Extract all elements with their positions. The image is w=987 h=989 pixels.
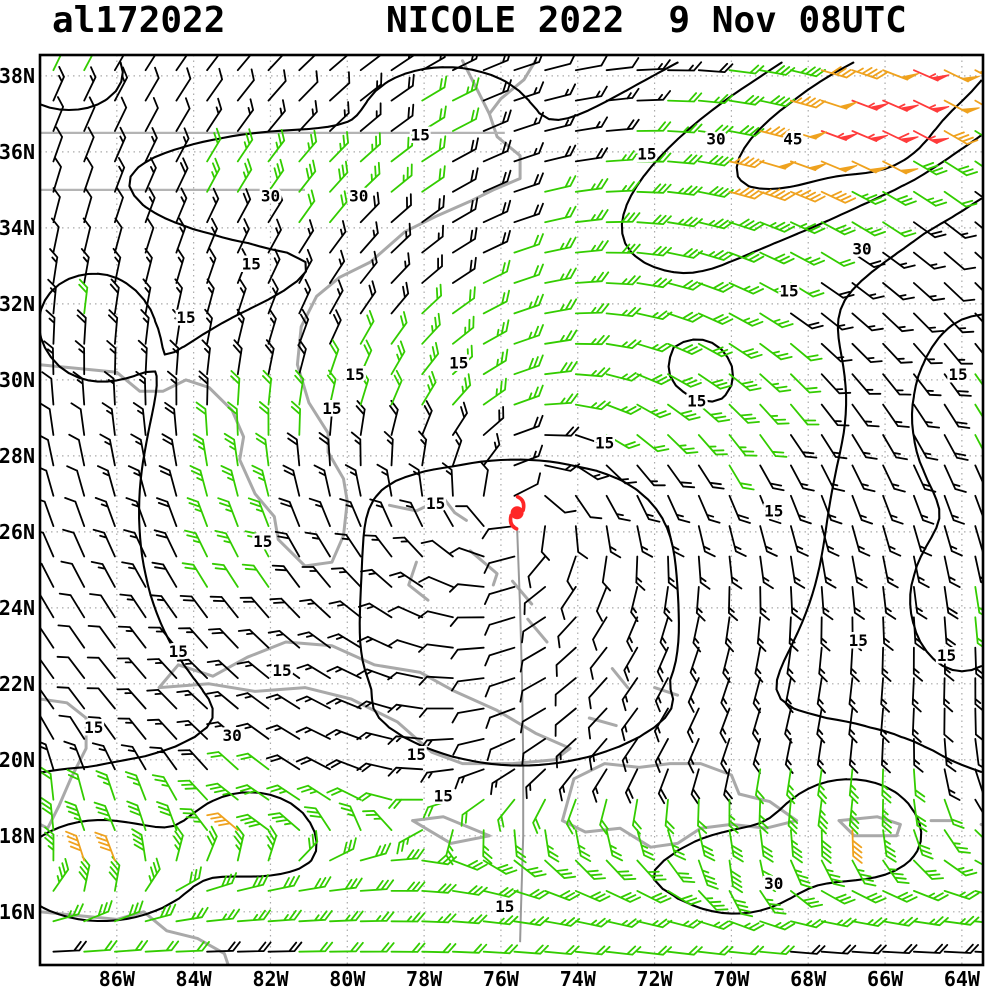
- svg-text:15: 15: [253, 532, 272, 551]
- svg-text:24N: 24N: [0, 596, 35, 620]
- svg-text:15: 15: [169, 642, 188, 661]
- storm-name-label: NICOLE 2022: [386, 0, 625, 41]
- svg-text:78W: 78W: [406, 967, 443, 989]
- storm-id-label: al172022: [52, 0, 226, 41]
- svg-text:80W: 80W: [329, 967, 366, 989]
- svg-text:15: 15: [176, 308, 195, 327]
- svg-text:15: 15: [411, 126, 430, 145]
- svg-text:15: 15: [687, 392, 706, 411]
- svg-text:20N: 20N: [0, 748, 35, 772]
- valid-time-label: 9 Nov 08UTC: [668, 0, 907, 41]
- svg-text:86W: 86W: [99, 967, 136, 989]
- map-title: NICOLE 2022 9 Nov 08UTC: [386, 0, 907, 41]
- svg-text:84W: 84W: [176, 967, 213, 989]
- svg-text:36N: 36N: [0, 140, 35, 164]
- svg-text:15: 15: [272, 661, 291, 680]
- svg-text:15: 15: [345, 365, 364, 384]
- svg-text:15: 15: [242, 255, 261, 274]
- svg-text:74W: 74W: [560, 967, 597, 989]
- svg-text:15: 15: [322, 399, 341, 418]
- svg-text:15: 15: [434, 787, 453, 806]
- svg-text:15: 15: [764, 502, 783, 521]
- svg-text:30: 30: [764, 874, 783, 893]
- svg-text:15: 15: [84, 718, 103, 737]
- svg-text:15: 15: [948, 365, 967, 384]
- svg-text:76W: 76W: [483, 967, 520, 989]
- svg-text:28N: 28N: [0, 444, 35, 468]
- svg-text:22N: 22N: [0, 672, 35, 696]
- axis-labels-layer: 38N 36N 34N 32N 30N 28N 26N 24N 22N 20N 18N 16N 86W 8…: [0, 64, 981, 989]
- svg-text:68W: 68W: [790, 967, 827, 989]
- svg-text:70W: 70W: [713, 967, 750, 989]
- svg-text:15: 15: [426, 494, 445, 513]
- svg-text:26N: 26N: [0, 520, 35, 544]
- svg-text:15: 15: [495, 897, 514, 916]
- svg-text:15: 15: [449, 354, 468, 373]
- svg-text:34N: 34N: [0, 216, 35, 240]
- svg-text:15: 15: [779, 281, 798, 300]
- svg-text:18N: 18N: [0, 824, 35, 848]
- svg-text:45: 45: [783, 129, 802, 148]
- title-bar: al172022 NICOLE 2022 9 Nov 08UTC: [0, 0, 987, 54]
- coastlines-layer: [40, 59, 983, 965]
- svg-text:30: 30: [852, 240, 871, 259]
- svg-text:30N: 30N: [0, 368, 35, 392]
- svg-text:15: 15: [407, 745, 426, 764]
- svg-text:15: 15: [637, 145, 656, 164]
- svg-text:64W: 64W: [944, 967, 981, 989]
- svg-text:32N: 32N: [0, 292, 35, 316]
- svg-text:82W: 82W: [252, 967, 289, 989]
- svg-text:15: 15: [849, 631, 868, 650]
- svg-text:38N: 38N: [0, 64, 35, 88]
- svg-text:15: 15: [937, 646, 956, 665]
- wind-barbs-layer: [40, 55, 983, 956]
- svg-text:30: 30: [349, 186, 368, 205]
- svg-text:72W: 72W: [637, 967, 674, 989]
- svg-text:30: 30: [222, 726, 241, 745]
- svg-text:16N: 16N: [0, 900, 35, 924]
- svg-text:30: 30: [706, 129, 725, 148]
- hurricane-symbol: [508, 495, 526, 531]
- map-frame: [38, 53, 985, 967]
- svg-text:66W: 66W: [867, 967, 904, 989]
- storm-track-line: [516, 527, 525, 943]
- svg-text:15: 15: [595, 433, 614, 452]
- svg-text:30: 30: [261, 186, 280, 205]
